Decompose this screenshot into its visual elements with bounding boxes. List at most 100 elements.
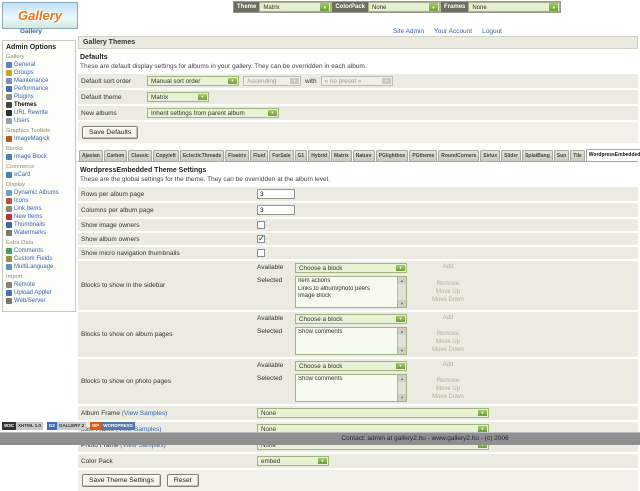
scroll-up-icon[interactable] xyxy=(397,375,406,382)
tab-pgtheme[interactable]: PGtheme xyxy=(409,150,438,161)
tab-classic[interactable]: Classic xyxy=(128,150,152,161)
sidebar-item-icons[interactable]: Icons xyxy=(6,197,73,205)
album-remove-link[interactable]: Remove xyxy=(436,331,460,337)
colorpack-select[interactable]: None xyxy=(368,2,441,12)
tab-sun[interactable]: Sun xyxy=(553,150,570,161)
sidebar-item-users[interactable]: Users xyxy=(6,117,73,125)
default-sort-order-select[interactable]: Manual sort order xyxy=(147,76,239,86)
sidebar-item-maintenance[interactable]: Maintenance xyxy=(6,77,73,85)
photo-move-down-link[interactable]: Move Down xyxy=(432,394,464,400)
scrollbar[interactable] xyxy=(397,277,406,307)
breadcrumb[interactable]: Gallery xyxy=(20,28,43,35)
sidebar-move-down-link[interactable]: Move Down xyxy=(432,297,464,303)
album-add-link[interactable]: Add xyxy=(442,315,454,321)
list-item[interactable]: Show comments xyxy=(298,376,343,382)
sidebar-item-watermarks[interactable]: Watermarks xyxy=(6,229,73,237)
sidebar-item-plugins[interactable]: Plugins xyxy=(6,93,73,101)
sidebar-item-web-server[interactable]: Web/Server xyxy=(6,297,73,305)
wordpress-badge[interactable]: WP WORDPRESS xyxy=(89,422,135,430)
sidebar-item-themes[interactable]: Themes xyxy=(6,101,73,109)
sidebar-item-imagemagick[interactable]: ImageMagick xyxy=(6,135,73,143)
scrollbar[interactable] xyxy=(397,328,406,354)
sidebar-add-link[interactable]: Add xyxy=(442,264,454,270)
photo-remove-link[interactable]: Remove xyxy=(436,378,460,384)
save-theme-settings-button[interactable]: Save Theme Settings xyxy=(82,474,161,487)
tab-siriux[interactable]: Siriux xyxy=(480,150,501,161)
sidebar-item-performance[interactable]: Performance xyxy=(6,85,73,93)
cols-per-page-input[interactable] xyxy=(257,205,295,215)
sidebar-item-upload-applet[interactable]: Upload Applet xyxy=(6,289,73,297)
list-item[interactable]: Item actions xyxy=(298,278,331,284)
xhtml-badge[interactable]: W3C XHTML 1.0 xyxy=(2,422,43,430)
sidebar-available-select[interactable]: Choose a block xyxy=(295,263,407,273)
tab-roundcorners[interactable]: RoundCorners xyxy=(438,150,480,161)
sidebar-item-new-items[interactable]: New Items xyxy=(6,213,73,221)
your-account-link[interactable]: Your Account xyxy=(434,28,473,35)
tab-splatbang[interactable]: SplatBang xyxy=(522,150,553,161)
scroll-down-icon[interactable] xyxy=(397,394,406,401)
photo-move-up-link[interactable]: Move Up xyxy=(435,386,460,392)
item-frame-view-samples-link[interactable]: (View Samples) xyxy=(116,425,162,433)
sidebar-selected-listbox[interactable]: Item actions Links to album/photo peers … xyxy=(295,276,407,308)
list-item[interactable]: Image Block xyxy=(298,293,332,299)
sidebar-item-comments[interactable]: Comments xyxy=(6,247,73,255)
photo-add-link[interactable]: Add xyxy=(442,362,454,368)
tab-tile[interactable]: Tile xyxy=(570,150,585,161)
list-item[interactable]: Show comments xyxy=(298,329,343,335)
tab-g1[interactable]: G1 xyxy=(294,150,308,161)
tab-wordpressembedded[interactable]: WordpressEmbedded xyxy=(585,149,640,161)
new-albums-select[interactable]: Inherit settings from parent album xyxy=(147,108,279,118)
gallery2-badge[interactable]: G2 GALLERY 2 xyxy=(46,422,86,430)
scrollbar[interactable] xyxy=(397,375,406,401)
sidebar-item-remote[interactable]: Remote xyxy=(6,281,73,289)
sidebar-remove-link[interactable]: Remove xyxy=(436,281,460,287)
album-frame-select[interactable]: None xyxy=(257,408,489,418)
frames-select[interactable]: None xyxy=(468,2,561,12)
sidebar-item-url-rewrite[interactable]: URL Rewrite xyxy=(6,109,73,117)
photo-selected-listbox[interactable]: Show comments xyxy=(295,374,407,402)
tab-forsale[interactable]: ForSale xyxy=(269,150,294,161)
reset-button[interactable]: Reset xyxy=(166,474,199,487)
sidebar-item-custom-fields[interactable]: Custom Fields xyxy=(6,255,73,263)
sidebar-item-multilanguage[interactable]: MultiLanguage xyxy=(6,263,73,271)
sidebar-item-thumbnails[interactable]: Thumbnails xyxy=(6,221,73,229)
scroll-down-icon[interactable] xyxy=(397,300,406,307)
color-pack-select[interactable]: embed xyxy=(257,456,329,466)
save-defaults-button[interactable]: Save Defaults xyxy=(82,126,139,139)
site-admin-link[interactable]: Site Admin xyxy=(392,28,425,35)
tab-hybrid[interactable]: Hybrid xyxy=(308,150,331,161)
sidebar-item-general[interactable]: General xyxy=(6,61,73,69)
scroll-up-icon[interactable] xyxy=(397,328,406,335)
tab-slider[interactable]: Slider xyxy=(501,150,522,161)
tab-matrix[interactable]: Matrix xyxy=(331,150,352,161)
tab-copyleft[interactable]: Copyleft xyxy=(152,150,179,161)
show-album-owners-checkbox[interactable] xyxy=(257,234,265,243)
tab-eclecticthreads[interactable]: EclecticThreads xyxy=(179,150,225,161)
sidebar-item-link-items[interactable]: Link Items xyxy=(6,205,73,213)
gallery-logo[interactable]: Gallery xyxy=(2,2,78,29)
sidebar-item-image-block[interactable]: Image Block xyxy=(6,153,73,161)
photo-available-select[interactable]: Choose a block xyxy=(295,361,407,371)
tab-pglightbox[interactable]: PGlightbox xyxy=(375,150,409,161)
theme-select[interactable]: Matrix xyxy=(259,2,332,12)
show-image-owners-checkbox[interactable] xyxy=(257,221,265,229)
logout-link[interactable]: Logout xyxy=(482,28,502,35)
scroll-down-icon[interactable] xyxy=(397,347,406,354)
tab-carbon[interactable]: Carbon xyxy=(103,150,128,161)
album-move-up-link[interactable]: Move Up xyxy=(435,339,460,345)
list-item[interactable]: Links to album/photo peers xyxy=(298,285,371,292)
tab-ajaxian[interactable]: Ajaxian xyxy=(79,150,103,161)
micro-nav-checkbox[interactable] xyxy=(257,249,265,257)
album-move-down-link[interactable]: Move Down xyxy=(432,347,464,353)
tab-floatrix[interactable]: Floatrix xyxy=(225,150,250,161)
album-available-select[interactable]: Choose a block xyxy=(295,314,407,324)
tab-fluid[interactable]: Fluid xyxy=(250,150,269,161)
tab-nature[interactable]: Nature xyxy=(352,150,375,161)
sidebar-item-dynamic-albums[interactable]: Dynamic Albums xyxy=(6,189,73,197)
album-selected-listbox[interactable]: Show comments xyxy=(295,327,407,355)
rows-per-page-input[interactable] xyxy=(257,189,295,199)
sidebar-item-groups[interactable]: Groups xyxy=(6,69,73,77)
sidebar-move-up-link[interactable]: Move Up xyxy=(435,289,460,295)
scroll-up-icon[interactable] xyxy=(397,277,406,284)
sidebar-item-ecard[interactable]: eCard xyxy=(6,171,73,179)
